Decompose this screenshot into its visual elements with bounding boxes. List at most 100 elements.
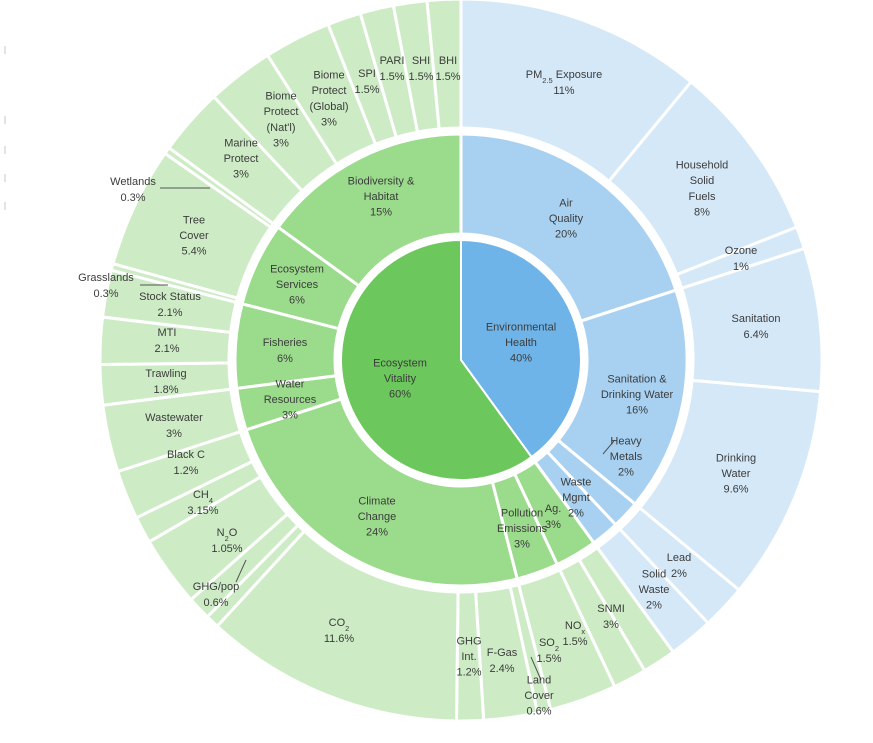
segment-air-quality[interactable]: [459, 132, 678, 323]
label-value: 11.6%: [324, 633, 355, 645]
label-text: Heavy: [610, 435, 642, 447]
label-text: Stock Status: [139, 291, 201, 303]
edge-mark: [4, 146, 6, 154]
label-value: 3%: [321, 116, 337, 128]
label-environmental-health: Environmental Health 40%: [486, 321, 556, 364]
label-text: Black C: [167, 449, 205, 461]
label-text: Sanitation &: [607, 373, 667, 385]
label-stock-status: Stock Status 2.1%: [139, 291, 201, 319]
label-text: CH4: [193, 489, 213, 505]
label-text: Health: [505, 337, 537, 349]
label-text: SO2: [539, 637, 559, 653]
label-text: Marine: [224, 137, 258, 149]
label-value: 1.5%: [354, 84, 379, 96]
label-spi: SPI 1.5%: [354, 68, 379, 96]
label-value: 2.1%: [157, 307, 182, 319]
label-text: Mgmt: [562, 492, 590, 504]
leader-lines: [140, 187, 615, 681]
label-mti: MTI 2.1%: [154, 327, 179, 355]
leader-line: [235, 559, 247, 583]
label-ghg-pop: GHG/pop 0.6%: [193, 581, 239, 609]
label-value: 3%: [603, 619, 619, 631]
label-value: 3.15%: [187, 505, 218, 517]
label-value: 3%: [282, 410, 298, 422]
label-value: 0.6%: [526, 706, 551, 718]
label-text: GHG: [456, 635, 481, 647]
label-trawling: Trawling 1.8%: [145, 368, 186, 396]
label-value: 1%: [733, 261, 749, 273]
label-text: GHG/pop: [193, 581, 239, 593]
label-text: Water: [722, 468, 751, 480]
label-text: SPI: [358, 68, 376, 80]
segment-sanitation-drinking-water[interactable]: [555, 288, 689, 507]
chart-labels: Environmental Health 40% Ecosystem Vitality 6…: [78, 55, 780, 717]
label-pollution-emissions: Pollution Emissions 3%: [497, 507, 548, 550]
label-text: Emissions: [497, 523, 548, 535]
label-climate-change: Climate Change 24%: [358, 495, 397, 538]
segment-environmental-health[interactable]: [460, 238, 582, 459]
label-text: Pollution: [501, 507, 543, 519]
label-text: Waste: [561, 476, 592, 488]
segment-climate-change[interactable]: [244, 397, 520, 588]
label-text: Waste: [639, 584, 670, 596]
label-text: Climate: [358, 495, 395, 507]
label-value: 1.5%: [562, 636, 587, 648]
edge-mark: [4, 46, 6, 54]
label-text: Metals: [610, 451, 643, 463]
label-text: Land: [527, 674, 551, 686]
label-value: 1.2%: [173, 465, 198, 477]
label-text: Services: [276, 279, 319, 291]
label-text: Biodiversity &: [348, 175, 415, 187]
label-sanitation: Sanitation 6.4%: [732, 313, 781, 341]
label-waste-mgmt: Waste Mgmt 2%: [561, 476, 592, 519]
label-value: 1.5%: [435, 71, 460, 83]
label-land-cover: Land Cover 0.6%: [524, 674, 554, 717]
label-text: Change: [358, 511, 397, 523]
label-text: N2O: [217, 527, 238, 543]
label-value: 1.2%: [456, 667, 481, 679]
label-ghg-int: GHG Int. 1.2%: [456, 635, 481, 678]
label-pari: PARI 1.5%: [379, 55, 404, 83]
label-value: 2%: [568, 508, 584, 520]
label-wetlands: Wetlands 0.3%: [110, 176, 156, 204]
label-grasslands: Grasslands 0.3%: [78, 272, 134, 300]
label-value: 5.4%: [181, 246, 206, 258]
label-value: 6%: [277, 353, 293, 365]
label-value: 1.5%: [408, 71, 433, 83]
label-value: 3%: [233, 169, 249, 181]
label-text: Biome: [265, 91, 296, 103]
label-text: Biome: [313, 70, 344, 82]
label-text: Wetlands: [110, 176, 156, 188]
label-text: Habitat: [364, 191, 399, 203]
label-fisheries: Fisheries 6%: [263, 337, 308, 365]
label-ecosystem-services: Ecosystem Services 6%: [270, 263, 324, 306]
label-value: 1.8%: [153, 384, 178, 396]
label-text: Vitality: [384, 373, 417, 385]
label-text: SHI: [412, 55, 430, 67]
label-text: Fisheries: [263, 337, 308, 349]
label-value: 6.4%: [743, 329, 768, 341]
segment-bhi[interactable]: [425, 0, 463, 131]
label-bhi: BHI 1.5%: [435, 55, 460, 83]
label-text: Protect: [312, 85, 347, 97]
label-value: 3%: [545, 519, 561, 531]
label-text: Water: [276, 378, 305, 390]
label-text: Sanitation: [732, 313, 781, 325]
label-value: 2%: [618, 467, 634, 479]
segment-ecosystem-vitality[interactable]: [340, 238, 533, 481]
label-value: 3%: [273, 137, 289, 149]
label-ag: Ag. 3%: [545, 503, 562, 531]
label-text: (Nat'l): [267, 122, 296, 134]
label-water-resources: Water Resources 3%: [264, 378, 317, 421]
label-text: Lead: [667, 552, 691, 564]
label-air-quality: Air Quality 20%: [549, 197, 584, 240]
label-sanitation-drinking-water: Sanitation & Drinking Water 16%: [601, 373, 674, 416]
label-shi: SHI 1.5%: [408, 55, 433, 83]
label-text: Tree: [183, 214, 205, 226]
label-biome-protect-nat-l: Biome Protect (Nat'l) 3%: [264, 91, 299, 150]
segment-biodiversity-habitat[interactable]: [276, 132, 463, 289]
label-value: 6%: [289, 295, 305, 307]
